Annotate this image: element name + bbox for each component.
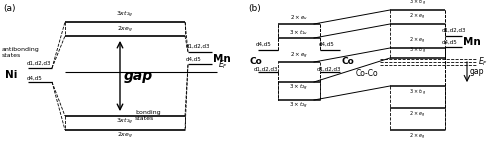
Text: d4,d5: d4,d5 [442, 40, 458, 45]
Text: d4,d5: d4,d5 [319, 42, 335, 47]
Text: antibonding
states: antibonding states [2, 47, 40, 58]
Text: $3xt_{2g}$: $3xt_{2g}$ [116, 117, 134, 127]
Text: d1,d2,d3: d1,d2,d3 [27, 61, 52, 66]
Text: (b): (b) [248, 4, 261, 13]
Text: $3\times t_{2g}$: $3\times t_{2g}$ [409, 46, 426, 57]
Text: Co: Co [250, 57, 263, 66]
Text: d4,d5: d4,d5 [256, 42, 272, 47]
Text: $E_F$: $E_F$ [218, 59, 228, 71]
Text: $3\times t_{2g}$: $3\times t_{2g}$ [290, 83, 308, 93]
Text: $3xt_{2g}$: $3xt_{2g}$ [116, 10, 134, 20]
Text: $E_F$: $E_F$ [478, 56, 488, 68]
Text: $2\times e_u$: $2\times e_u$ [290, 13, 308, 22]
Text: $2xe_g$: $2xe_g$ [117, 25, 133, 35]
Text: d1,d2,d3: d1,d2,d3 [442, 28, 466, 33]
Text: (a): (a) [3, 4, 16, 13]
Text: Mn: Mn [463, 37, 481, 47]
Text: d4,d5: d4,d5 [186, 57, 202, 62]
Text: $2\times e_g$: $2\times e_g$ [410, 12, 426, 22]
Text: Ni: Ni [5, 70, 18, 80]
Text: $2xe_g$: $2xe_g$ [117, 131, 133, 141]
Text: Co-Co: Co-Co [356, 69, 378, 78]
Text: d1,d2,d3: d1,d2,d3 [317, 67, 342, 72]
Text: gap: gap [470, 67, 484, 76]
Text: bonding
states: bonding states [135, 110, 160, 121]
Text: $2\times e_g$: $2\times e_g$ [410, 131, 426, 142]
Text: $3\times t_{2g}$: $3\times t_{2g}$ [409, 0, 426, 9]
Text: $2\times e_g$: $2\times e_g$ [410, 109, 426, 120]
Text: $2\times e_g$: $2\times e_g$ [290, 51, 308, 61]
Text: d1,d2,d3: d1,d2,d3 [186, 44, 210, 49]
Text: $3\times t_{2g}$: $3\times t_{2g}$ [409, 88, 426, 98]
Text: gap: gap [124, 69, 153, 83]
Text: Mn: Mn [213, 54, 231, 64]
Text: Co: Co [341, 57, 354, 66]
Text: d1,d2,d3: d1,d2,d3 [254, 67, 278, 72]
Text: $2\times e_g$: $2\times e_g$ [410, 36, 426, 47]
Text: d4,d5: d4,d5 [27, 76, 43, 81]
Text: $3\times t_{1u}$: $3\times t_{1u}$ [290, 28, 308, 37]
Text: $3\times t_{2g}$: $3\times t_{2g}$ [290, 101, 308, 111]
